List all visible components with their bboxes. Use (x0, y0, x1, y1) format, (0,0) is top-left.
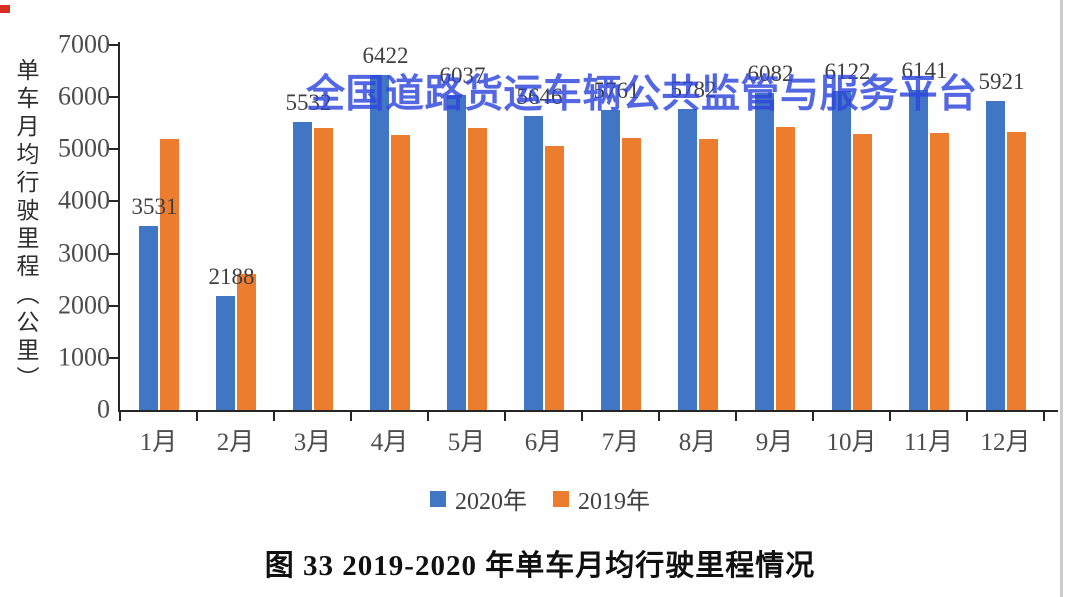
bar-value-label: 6037 (439, 63, 486, 89)
y-axis-tick (109, 96, 119, 99)
y-axis-tick-label: 5000 (58, 133, 110, 163)
bar-2019-9月 (775, 126, 795, 410)
bar-value-label: 6082 (747, 60, 794, 86)
bar-2019-12月 (1006, 132, 1026, 410)
x-axis-tick (119, 412, 121, 421)
legend: 2020年 2019年 (0, 481, 1080, 516)
x-axis-tick (350, 412, 352, 421)
x-axis-tick (966, 412, 968, 421)
legend-swatch-2019 (553, 490, 569, 507)
watermark-text: 全国道路货运车辆公共监管与服务平台 (306, 73, 978, 116)
y-axis-tick-label: 6000 (58, 81, 110, 111)
x-axis-month-label: 3月 (293, 429, 332, 456)
bar-value-label: 5646 (516, 83, 563, 109)
bar-2020-4月 (369, 75, 389, 410)
bar-value-label: 5761 (593, 77, 640, 103)
bar-value-label: 5782 (670, 76, 717, 102)
x-axis-month-label: 9月 (755, 429, 794, 456)
bar-value-label: 2188 (208, 263, 255, 289)
x-axis-tick (581, 412, 583, 421)
bar-2020-3月 (292, 121, 312, 410)
figure-caption: 图 33 2019-2020 年单车月均行驶里程情况 (264, 550, 816, 582)
x-axis-month-label: 12月 (980, 429, 1031, 456)
y-axis-tick-label: 2000 (58, 290, 110, 320)
x-axis-month-label: 4月 (370, 429, 409, 456)
y-axis-tick (109, 44, 119, 46)
legend-item-2019: 2019年 (553, 481, 650, 516)
x-axis-month-label: 10月 (826, 429, 877, 456)
y-axis-tick (109, 148, 119, 151)
x-axis-month-label: 5月 (447, 429, 486, 456)
bar-2019-3月 (313, 127, 333, 410)
legend-swatch-2020 (430, 490, 446, 507)
bar-2019-10月 (852, 133, 872, 410)
bar-2020-9月 (754, 92, 774, 410)
bar-value-label: 6122 (824, 58, 871, 84)
bar-2019-5月 (467, 127, 487, 410)
y-axis-tick (109, 252, 119, 255)
x-axis-tick (196, 412, 198, 421)
legend-label-2020: 2020年 (455, 489, 527, 515)
y-axis-tick (109, 304, 119, 307)
legend-item-2020: 2020年 (430, 481, 527, 516)
y-axis-tick-label: 1000 (58, 342, 110, 372)
red-corner-mark (0, 5, 10, 13)
bar-2020-2月 (215, 295, 235, 410)
bar-value-label: 5532 (285, 89, 332, 115)
y-axis-tick-label: 0 (97, 394, 110, 424)
x-axis-line (118, 410, 1058, 412)
y-axis-line (118, 42, 120, 412)
y-axis-tick (109, 356, 119, 359)
bar-value-label: 3531 (131, 193, 178, 219)
bar-2020-6月 (523, 115, 543, 410)
x-axis-month-label: 6月 (524, 429, 563, 456)
x-axis-tick (273, 412, 275, 421)
bar-2020-11月 (908, 89, 928, 410)
bar-2019-6月 (544, 146, 564, 410)
bar-2020-10月 (831, 90, 851, 410)
bar-2020-7月 (600, 109, 620, 410)
bar-value-label: 6422 (362, 43, 409, 69)
page-edge-line (1060, 0, 1063, 597)
x-axis-month-label: 2月 (216, 429, 255, 456)
x-axis-month-label: 11月 (903, 429, 954, 456)
x-axis-month-label: 7月 (601, 429, 640, 456)
legend-label-2019: 2019年 (578, 489, 650, 515)
x-axis-month-label: 1月 (139, 429, 178, 456)
bar-2020-8月 (677, 108, 697, 410)
y-axis-tick-label: 7000 (58, 29, 110, 59)
x-axis-tick (658, 412, 660, 421)
bar-2019-8月 (698, 138, 718, 410)
y-axis-title: 单车月均行驶里程（公里） (13, 58, 38, 394)
bar-2019-7月 (621, 137, 641, 410)
y-axis-tick-label: 3000 (58, 238, 110, 268)
bar-2020-5月 (446, 95, 466, 410)
bar-2019-11月 (929, 132, 949, 410)
x-axis-tick (1043, 412, 1045, 421)
y-axis-tick-label: 4000 (58, 185, 110, 215)
bar-2019-1月 (159, 138, 179, 410)
x-axis-tick (504, 412, 506, 421)
x-axis-tick (427, 412, 429, 421)
bar-2019-2月 (236, 273, 256, 410)
bar-value-label: 5921 (978, 69, 1025, 95)
y-axis-tick (109, 200, 119, 203)
bar-value-label: 6141 (901, 57, 948, 83)
bar-2020-12月 (985, 101, 1005, 410)
x-axis-tick (889, 412, 891, 421)
x-axis-tick (735, 412, 737, 421)
x-axis-month-label: 8月 (678, 429, 717, 456)
bar-2020-1月 (138, 225, 158, 410)
x-axis-tick (812, 412, 814, 421)
bar-2019-4月 (390, 135, 410, 410)
